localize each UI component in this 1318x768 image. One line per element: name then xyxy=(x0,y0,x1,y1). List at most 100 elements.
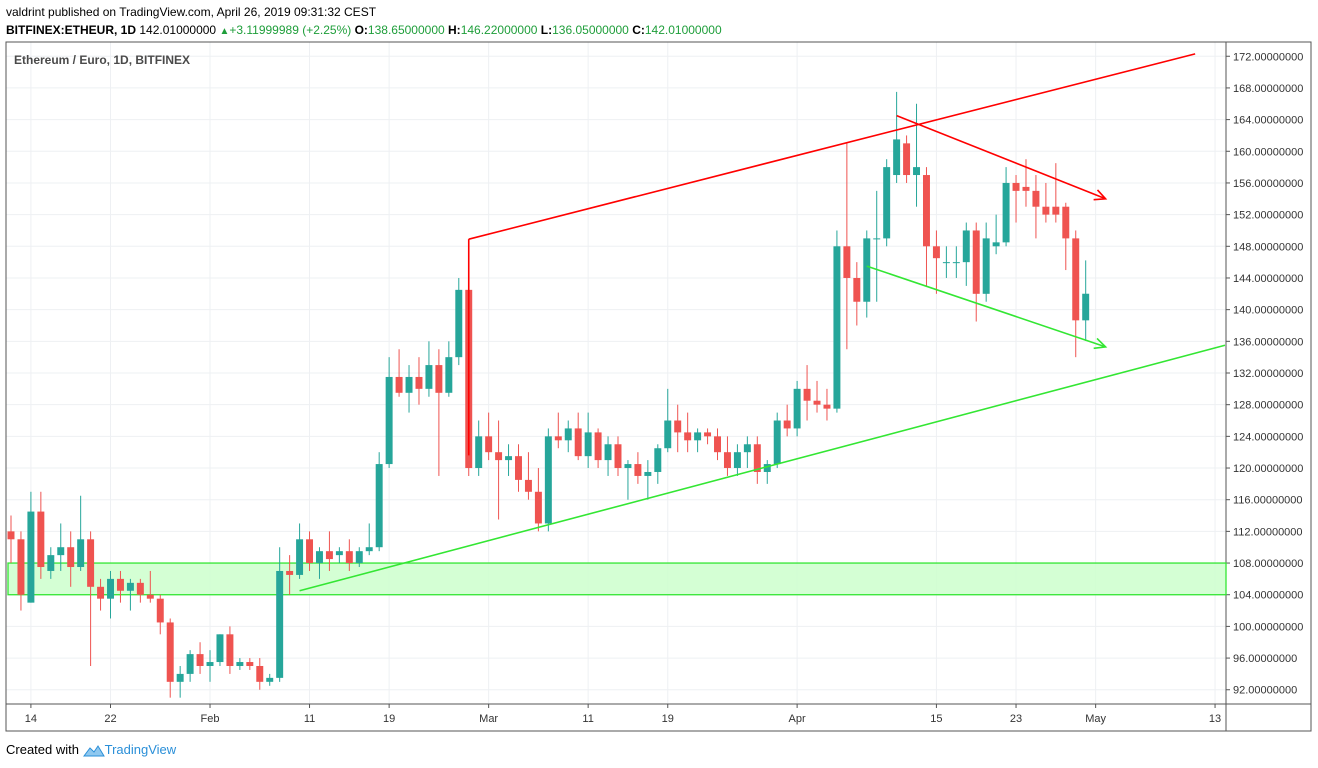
candle-down[interactable] xyxy=(554,436,562,441)
candle-down[interactable] xyxy=(783,420,791,429)
candle-up[interactable] xyxy=(733,452,741,469)
candle-up[interactable] xyxy=(77,539,85,568)
candle-up[interactable] xyxy=(176,673,184,682)
candle-up[interactable] xyxy=(584,432,592,457)
candle-up[interactable] xyxy=(962,230,970,263)
candle-down[interactable] xyxy=(325,551,333,560)
candle-down[interactable] xyxy=(614,444,622,469)
candle-down[interactable] xyxy=(534,491,542,524)
candle-up[interactable] xyxy=(624,464,632,469)
candle-down[interactable] xyxy=(922,175,930,247)
candle-up[interactable] xyxy=(604,444,612,461)
candle-up[interactable] xyxy=(107,578,114,599)
candle-up[interactable] xyxy=(266,677,274,682)
candle-up[interactable] xyxy=(893,139,901,176)
candle-up[interactable] xyxy=(1082,293,1090,321)
candle-up[interactable] xyxy=(47,555,55,571)
candle-down[interactable] xyxy=(116,578,124,591)
candle-up[interactable] xyxy=(863,238,871,302)
candle-down[interactable] xyxy=(684,432,692,441)
green-rising-support[interactable] xyxy=(299,344,1226,592)
candle-down[interactable] xyxy=(674,420,682,433)
candle-up[interactable] xyxy=(952,262,960,264)
candle-down[interactable] xyxy=(246,662,254,666)
candle-up[interactable] xyxy=(743,444,751,453)
candle-up[interactable] xyxy=(564,428,572,441)
candle-down[interactable] xyxy=(226,634,234,666)
candle-down[interactable] xyxy=(853,277,861,302)
candle-up[interactable] xyxy=(644,471,652,476)
candle-up[interactable] xyxy=(186,654,194,674)
candle-down[interactable] xyxy=(7,531,15,540)
author-name[interactable]: valdrint xyxy=(6,5,45,19)
candle-up[interactable] xyxy=(763,464,771,472)
candle-down[interactable] xyxy=(166,622,174,682)
red-descending-arrow[interactable] xyxy=(896,114,1106,200)
candle-up[interactable] xyxy=(455,289,463,358)
candle-up[interactable] xyxy=(505,456,513,461)
candle-up[interactable] xyxy=(365,547,373,552)
candle-down[interactable] xyxy=(67,547,75,568)
candle-up[interactable] xyxy=(992,242,1000,247)
candle-down[interactable] xyxy=(803,388,811,401)
candle-up[interactable] xyxy=(654,448,662,472)
candle-up[interactable] xyxy=(276,570,284,678)
candle-up[interactable] xyxy=(544,436,552,524)
candle-down[interactable] xyxy=(395,376,403,393)
candle-down[interactable] xyxy=(146,594,154,599)
candle-down[interactable] xyxy=(843,246,851,278)
candle-down[interactable] xyxy=(17,539,25,595)
candle-up[interactable] xyxy=(1002,182,1010,243)
candle-down[interactable] xyxy=(972,230,980,294)
candle-up[interactable] xyxy=(236,662,244,666)
candle-down[interactable] xyxy=(723,452,731,469)
candle-up[interactable] xyxy=(355,551,363,564)
candle-down[interactable] xyxy=(823,404,831,409)
candle-up[interactable] xyxy=(216,634,224,663)
candle-down[interactable] xyxy=(1062,206,1070,239)
candle-up[interactable] xyxy=(913,167,921,176)
candle-up[interactable] xyxy=(982,238,990,294)
candle-up[interactable] xyxy=(475,436,483,469)
candle-down[interactable] xyxy=(515,456,522,480)
candle-up[interactable] xyxy=(942,262,950,264)
candle-up[interactable] xyxy=(873,238,881,240)
candle-up[interactable] xyxy=(27,511,35,603)
candle-up[interactable] xyxy=(385,376,393,465)
candle-up[interactable] xyxy=(793,388,801,429)
candle-down[interactable] xyxy=(485,436,493,453)
candle-down[interactable] xyxy=(256,665,264,682)
green-descending-arrow[interactable] xyxy=(866,265,1106,348)
candle-down[interactable] xyxy=(1032,190,1040,207)
candle-up[interactable] xyxy=(445,357,453,393)
candle-down[interactable] xyxy=(594,432,602,461)
candle-down[interactable] xyxy=(286,570,294,575)
candle-down[interactable] xyxy=(495,452,503,461)
candle-down[interactable] xyxy=(37,511,45,568)
candle-down[interactable] xyxy=(932,246,940,259)
candle-down[interactable] xyxy=(634,464,642,476)
candle-down[interactable] xyxy=(1042,206,1050,215)
candle-up[interactable] xyxy=(206,662,214,666)
candle-up[interactable] xyxy=(425,365,433,389)
candle-down[interactable] xyxy=(435,365,443,393)
candle-up[interactable] xyxy=(773,420,781,465)
candle-down[interactable] xyxy=(1072,238,1080,321)
candle-up[interactable] xyxy=(405,376,413,393)
candle-up[interactable] xyxy=(883,167,891,239)
candle-down[interactable] xyxy=(1012,182,1020,191)
candle-up[interactable] xyxy=(335,551,343,556)
candle-up[interactable] xyxy=(315,551,323,564)
candle-up[interactable] xyxy=(664,420,672,449)
candle-down[interactable] xyxy=(574,428,582,457)
candle-down[interactable] xyxy=(156,598,164,623)
tradingview-brand-link[interactable]: TradingView xyxy=(104,742,177,757)
candle-down[interactable] xyxy=(714,436,721,453)
candle-up[interactable] xyxy=(375,464,383,548)
candle-down[interactable] xyxy=(87,539,95,587)
candle-down[interactable] xyxy=(1022,186,1030,191)
candle-up[interactable] xyxy=(57,547,65,556)
candle-down[interactable] xyxy=(813,400,821,405)
candle-down[interactable] xyxy=(415,376,423,389)
